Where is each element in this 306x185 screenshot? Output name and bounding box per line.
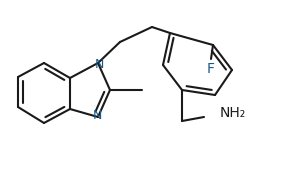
Text: F: F: [207, 62, 215, 76]
Text: N: N: [92, 108, 102, 122]
Text: NH₂: NH₂: [220, 106, 246, 120]
Text: N: N: [94, 58, 104, 70]
